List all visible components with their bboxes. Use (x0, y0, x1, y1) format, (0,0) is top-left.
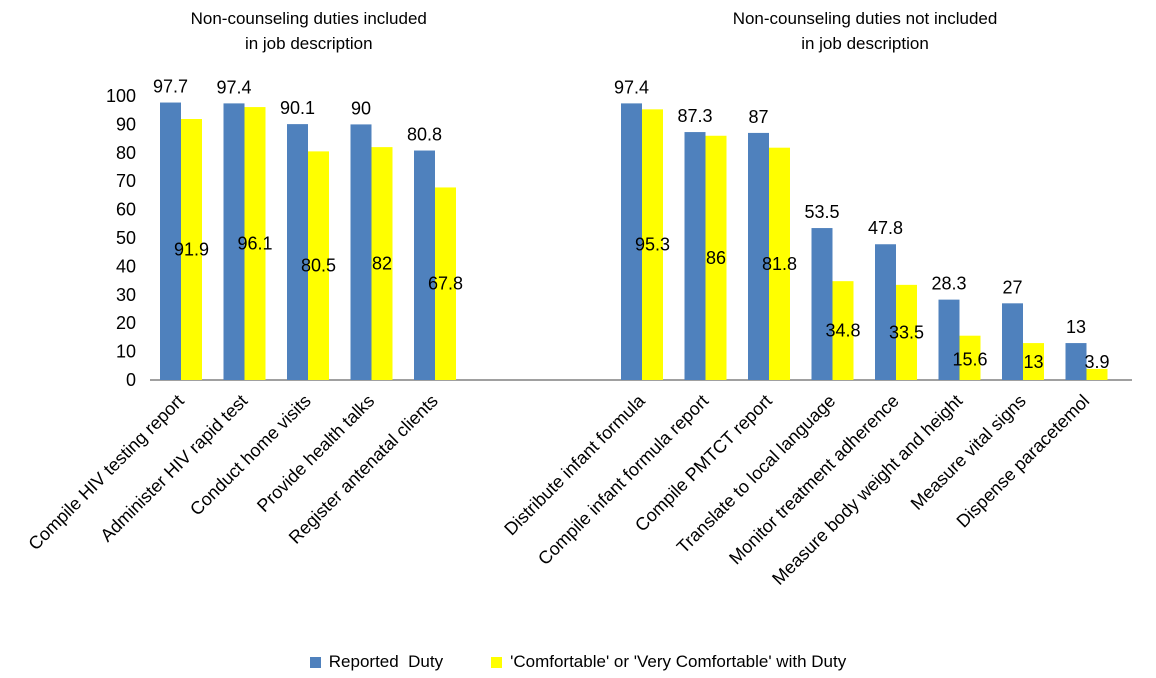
bar-reported (684, 132, 706, 380)
data-label-comfortable: 34.8 (825, 321, 860, 341)
bar-reported (223, 103, 245, 380)
data-label-reported: 80.8 (407, 125, 442, 145)
data-label-reported: 28.3 (931, 274, 966, 294)
bar-comfortable (832, 281, 854, 380)
bar-comfortable (896, 284, 917, 380)
y-tick-label: 90 (116, 114, 136, 134)
data-label-reported: 87.3 (677, 106, 712, 126)
data-label-comfortable: 86 (706, 248, 726, 268)
bar-comfortable (1086, 368, 1108, 380)
legend-swatch-comfortable (491, 656, 503, 668)
x-category-label: Measure vital signs (907, 391, 1030, 514)
data-label-reported: 90 (351, 98, 371, 118)
data-label-comfortable: 13 (1023, 352, 1043, 372)
bar-reported (621, 103, 642, 380)
data-label-reported: 97.4 (614, 77, 649, 97)
data-label-reported: 97.4 (216, 77, 251, 97)
x-category-label: Conduct home visits (186, 391, 315, 520)
group-title: Non-counseling duties not included (733, 9, 998, 28)
data-label-comfortable: 81.8 (762, 254, 797, 274)
data-label-reported: 27 (1002, 277, 1022, 297)
data-label-comfortable: 80.5 (301, 256, 336, 276)
group-title: Non-counseling duties included (191, 9, 427, 28)
data-label-reported: 97.7 (153, 77, 188, 97)
data-label-comfortable: 91.9 (174, 240, 209, 260)
bar-reported (160, 102, 181, 381)
group-title: in job description (801, 34, 929, 53)
bar-comfortable (181, 119, 202, 380)
data-label-comfortable: 15.6 (952, 350, 987, 370)
legend-item-comfortable: 'Comfortable' or 'Very Comfortable' with… (491, 652, 846, 672)
data-label-comfortable: 96.1 (237, 234, 272, 254)
y-tick-label: 80 (116, 143, 136, 163)
data-label-comfortable: 67.8 (428, 274, 463, 294)
bar-comfortable (705, 135, 727, 380)
group-title: in job description (245, 34, 373, 53)
data-label-comfortable: 33.5 (889, 322, 924, 342)
bar-reported (1065, 343, 1087, 380)
bar-comfortable (308, 151, 329, 380)
data-label-reported: 90.1 (280, 98, 315, 118)
bar-reported (350, 124, 372, 381)
data-label-comfortable: 3.9 (1084, 352, 1109, 372)
data-label-reported: 47.8 (868, 218, 903, 238)
x-category-label: Provide health talks (253, 391, 378, 516)
bar-chart: 0 10 20 30 40 50 60 70 80 90 100 Non-counseling dut… (24, 9, 1132, 589)
bar-comfortable (244, 107, 266, 381)
data-label-comfortable: 95.3 (635, 235, 670, 255)
bar-comfortable (959, 335, 981, 380)
data-label-reported: 87 (748, 107, 768, 127)
y-tick-label: 50 (116, 228, 136, 248)
y-tick-label: 70 (116, 171, 136, 191)
bar-reported (414, 150, 435, 380)
bar-reported (811, 228, 833, 380)
legend-label-reported: Reported Duty (328, 652, 444, 671)
bar-comfortable (371, 147, 393, 380)
bar-reported (1002, 303, 1023, 380)
legend-label-comfortable: 'Comfortable' or 'Very Comfortable' with… (510, 652, 847, 671)
bar-comfortable (769, 147, 790, 380)
bar-reported (875, 244, 896, 380)
y-tick-label: 10 (116, 342, 136, 362)
data-label-reported: 53.5 (804, 202, 839, 222)
data-label-reported: 13 (1066, 317, 1086, 337)
bar-comfortable (435, 187, 456, 380)
y-tick-label: 20 (116, 313, 136, 333)
bar-reported (287, 124, 308, 380)
legend-item-reported: Reported Duty (309, 652, 444, 672)
bar-comfortable (642, 109, 663, 381)
y-tick-label: 40 (116, 256, 136, 276)
y-tick-label: 30 (116, 285, 136, 305)
chart-legend: Reported Duty 'Comfortable' or 'Very Com… (0, 650, 1156, 674)
bar-reported (748, 132, 769, 380)
data-label-comfortable: 82 (372, 254, 392, 274)
legend-swatch-reported (309, 656, 321, 668)
y-tick-label: 60 (116, 200, 136, 220)
bar-comfortable (1023, 343, 1044, 380)
y-tick-label: 100 (106, 86, 136, 106)
bar-reported (938, 299, 960, 380)
x-category-label: Dispense paracetemol (953, 391, 1094, 532)
y-tick-label: 0 (126, 370, 136, 390)
